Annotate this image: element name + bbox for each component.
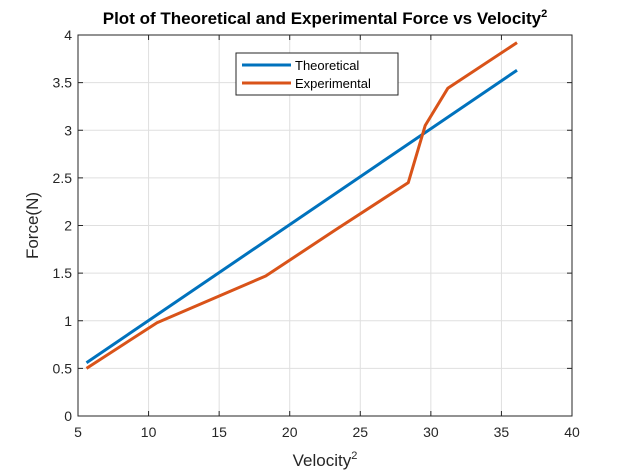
legend: Theoretical Experimental <box>235 52 399 96</box>
y-tick-label: 3.5 <box>53 75 73 91</box>
y-tick-label: 4 <box>64 27 72 43</box>
x-tick-label: 20 <box>282 424 298 440</box>
y-tick-label: 1.5 <box>53 265 73 281</box>
tick-marks <box>77 34 573 417</box>
y-tick-label: 1 <box>64 313 72 329</box>
x-tick-label: 35 <box>494 424 510 440</box>
chart-title: Plot of Theoretical and Experimental For… <box>103 8 547 28</box>
legend-label-theoretical: Theoretical <box>295 58 359 73</box>
series-layer <box>85 41 518 370</box>
y-tick-label: 0 <box>64 408 72 424</box>
chart-title-text: Plot of Theoretical and Experimental For… <box>103 9 542 28</box>
y-tick-label: 3 <box>64 122 72 138</box>
y-tick-label: 2 <box>64 218 72 234</box>
y-axis-label: Force(N) <box>23 192 42 259</box>
x-axis-label: Velocity2 <box>293 450 358 470</box>
x-tick-label: 15 <box>211 424 227 440</box>
y-tick-label: 0.5 <box>53 360 73 376</box>
x-axis-label-superscript: 2 <box>351 450 357 462</box>
x-tick-label: 25 <box>352 424 368 440</box>
x-tick-label: 5 <box>74 424 82 440</box>
chart-title-superscript: 2 <box>541 8 547 20</box>
y-tick-labels: 0 0.5 1 1.5 2 2.5 3 3.5 4 <box>53 27 73 424</box>
x-tick-label: 30 <box>423 424 439 440</box>
series-line-theoretical <box>85 68 518 364</box>
x-tick-label: 10 <box>141 424 157 440</box>
y-tick-label: 2.5 <box>53 170 73 186</box>
legend-label-experimental: Experimental <box>295 76 371 91</box>
series-line-experimental <box>85 41 518 370</box>
x-axis-label-text: Velocity <box>293 451 352 470</box>
x-tick-labels: 5 10 15 20 25 30 35 40 <box>74 424 580 440</box>
legend-box <box>235 52 399 96</box>
x-tick-label: 40 <box>564 424 580 440</box>
